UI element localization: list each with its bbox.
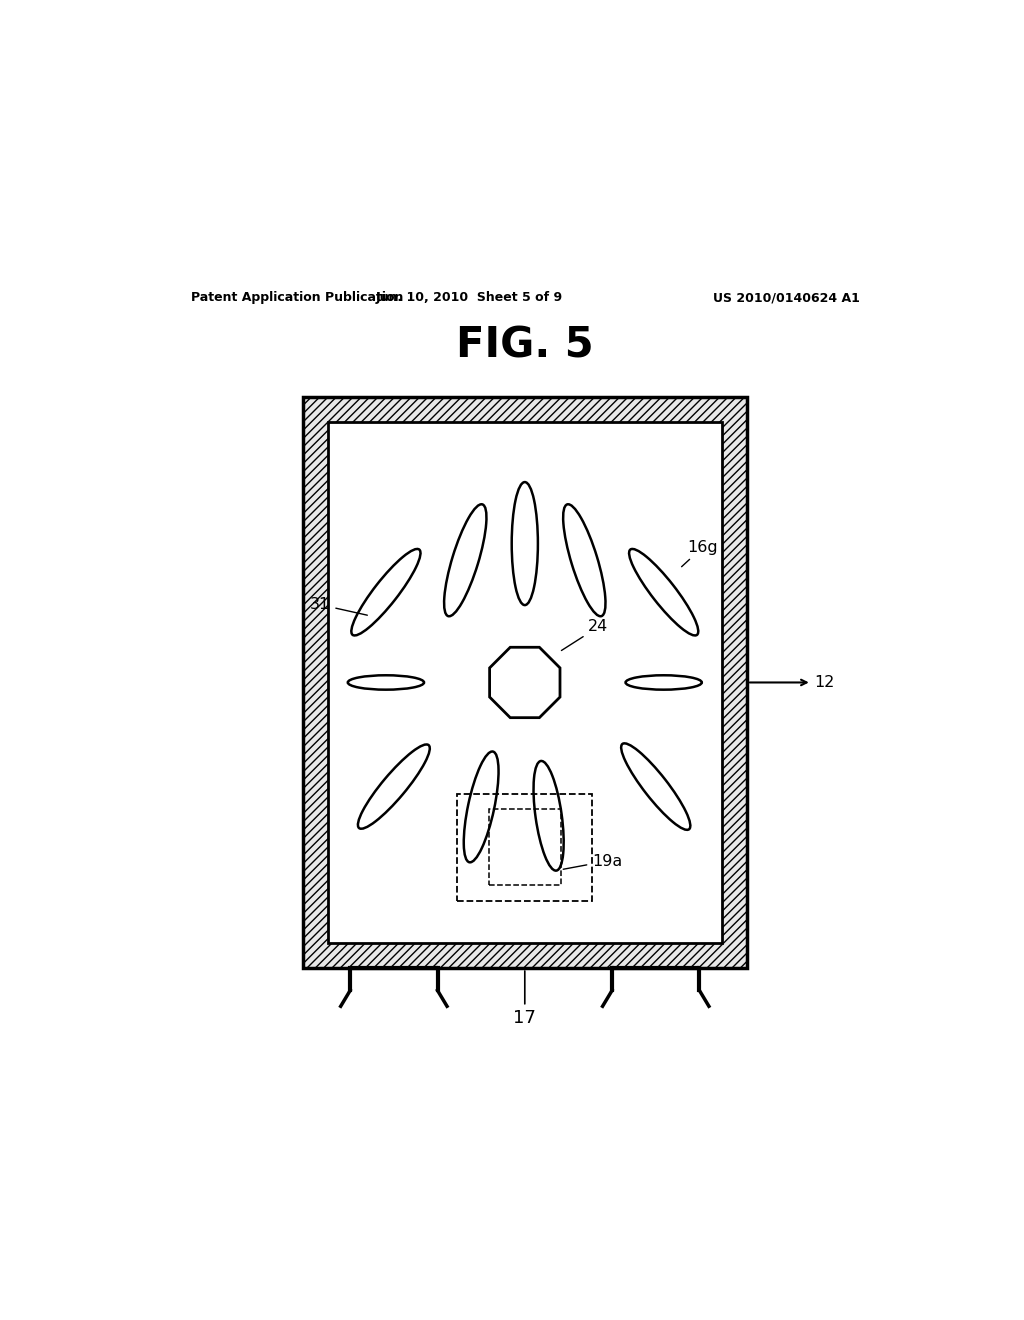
Text: 19a: 19a [563, 854, 623, 870]
Ellipse shape [626, 676, 701, 689]
Ellipse shape [629, 549, 698, 635]
Bar [303, 397, 748, 422]
Polygon shape [489, 647, 560, 718]
Ellipse shape [358, 744, 430, 829]
Text: US 2010/0140624 A1: US 2010/0140624 A1 [714, 292, 860, 304]
Ellipse shape [563, 504, 605, 616]
Ellipse shape [534, 760, 563, 871]
Ellipse shape [512, 482, 538, 605]
Text: 12: 12 [750, 675, 835, 690]
Bar [303, 397, 328, 968]
Ellipse shape [351, 549, 421, 635]
Text: 31: 31 [310, 597, 368, 615]
Ellipse shape [444, 504, 486, 616]
Text: Jun. 10, 2010  Sheet 5 of 9: Jun. 10, 2010 Sheet 5 of 9 [376, 292, 563, 304]
Bar [458, 793, 592, 900]
Text: Patent Application Publication: Patent Application Publication [191, 292, 403, 304]
Bar [489, 809, 560, 884]
Text: 17: 17 [513, 972, 537, 1027]
Bar [722, 397, 748, 968]
Bar [328, 422, 722, 942]
Text: 16g: 16g [682, 540, 718, 566]
Text: FIG. 5: FIG. 5 [456, 325, 594, 366]
Bar [303, 942, 748, 968]
Ellipse shape [464, 751, 499, 862]
Text: 24: 24 [561, 619, 608, 651]
Bar [303, 397, 748, 968]
Ellipse shape [348, 676, 424, 689]
Ellipse shape [622, 743, 690, 830]
